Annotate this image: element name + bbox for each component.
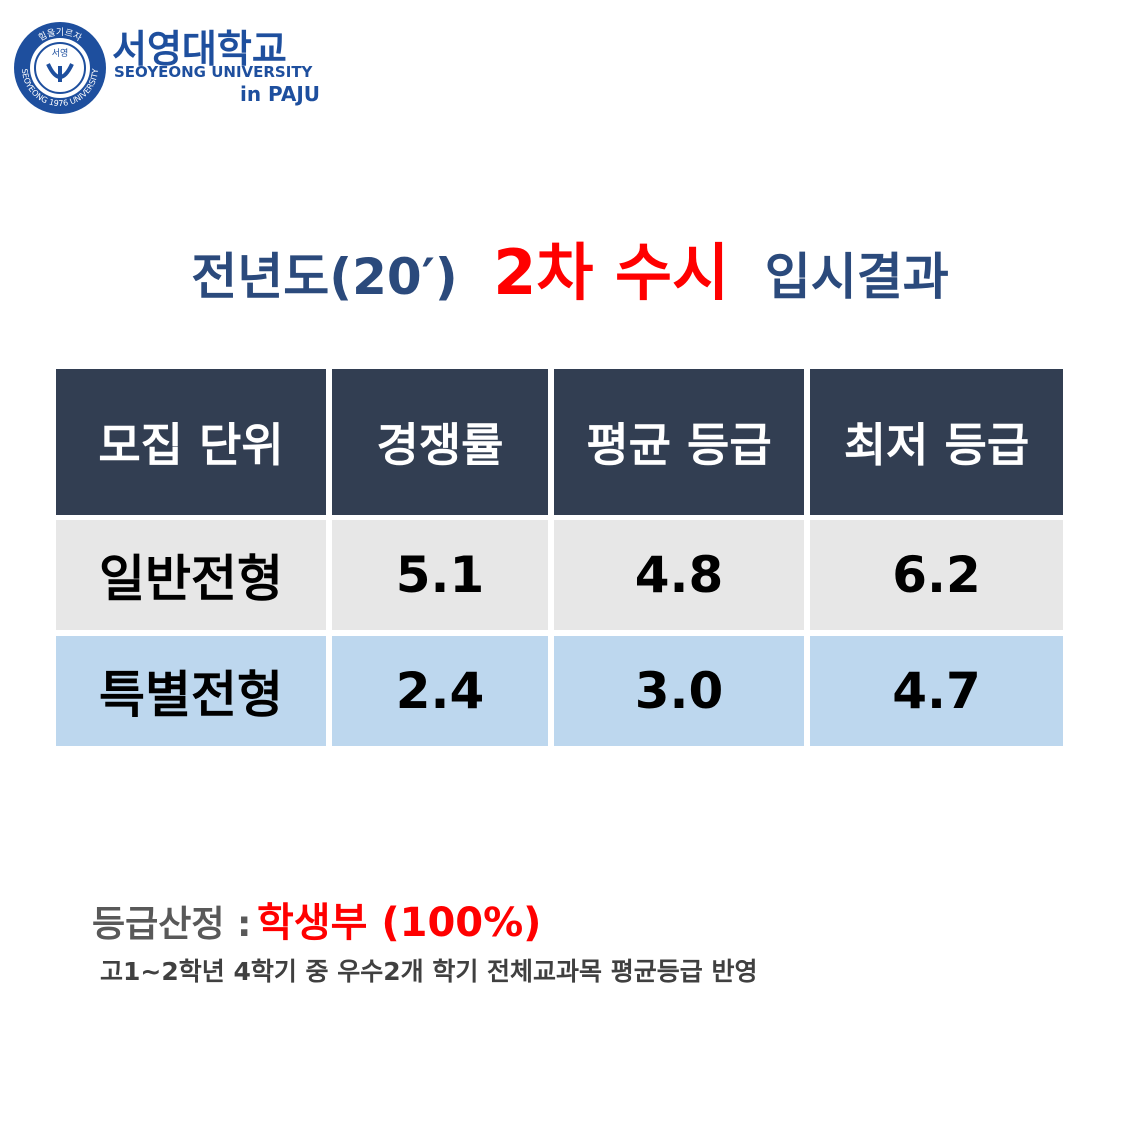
data-cell: 2.4 (332, 636, 548, 746)
title-highlight: 2차 수시 (493, 236, 730, 309)
seal-top: 힘을기르자 (37, 27, 84, 44)
title-prefix: 전년도(20′) (191, 248, 458, 306)
data-cell: 4.7 (810, 636, 1063, 746)
header-cell: 모집 단위 (56, 369, 326, 515)
header-cell: 평균 등급 (554, 369, 804, 515)
row-label: 특별전형 (56, 636, 326, 746)
title: 전년도(20′) 2차 수시 입시결과 (0, 222, 1125, 312)
note-highlight: 학생부 (100%) (257, 900, 542, 946)
note-detail: 고1~2학년 4학기 중 우수2개 학기 전체교과목 평균등급 반영 (100, 957, 758, 986)
data-cell: 3.0 (554, 636, 804, 746)
data-cell: 5.1 (332, 520, 548, 630)
note: 등급산정 : 학생부 (100%) (92, 890, 541, 948)
logo-seal: 힘을기르자 SEOYEONG 1976 UNIVERSITY 서영 (14, 22, 106, 114)
row-label: 일반전형 (56, 520, 326, 630)
seal-center: 서영 (52, 48, 69, 59)
note-label: 등급산정 : (92, 904, 252, 945)
logo-name-en: SEOYEONG UNIVERSITY (114, 63, 313, 81)
header-cell: 경쟁률 (332, 369, 548, 515)
title-suffix: 입시결과 (764, 248, 949, 306)
data-cell: 6.2 (810, 520, 1063, 630)
data-cell: 4.8 (554, 520, 804, 630)
header-cell: 최저 등급 (810, 369, 1063, 515)
logo-campus: in PAJU (240, 82, 321, 106)
logo-name-ko: 서영대학교 (112, 27, 287, 71)
